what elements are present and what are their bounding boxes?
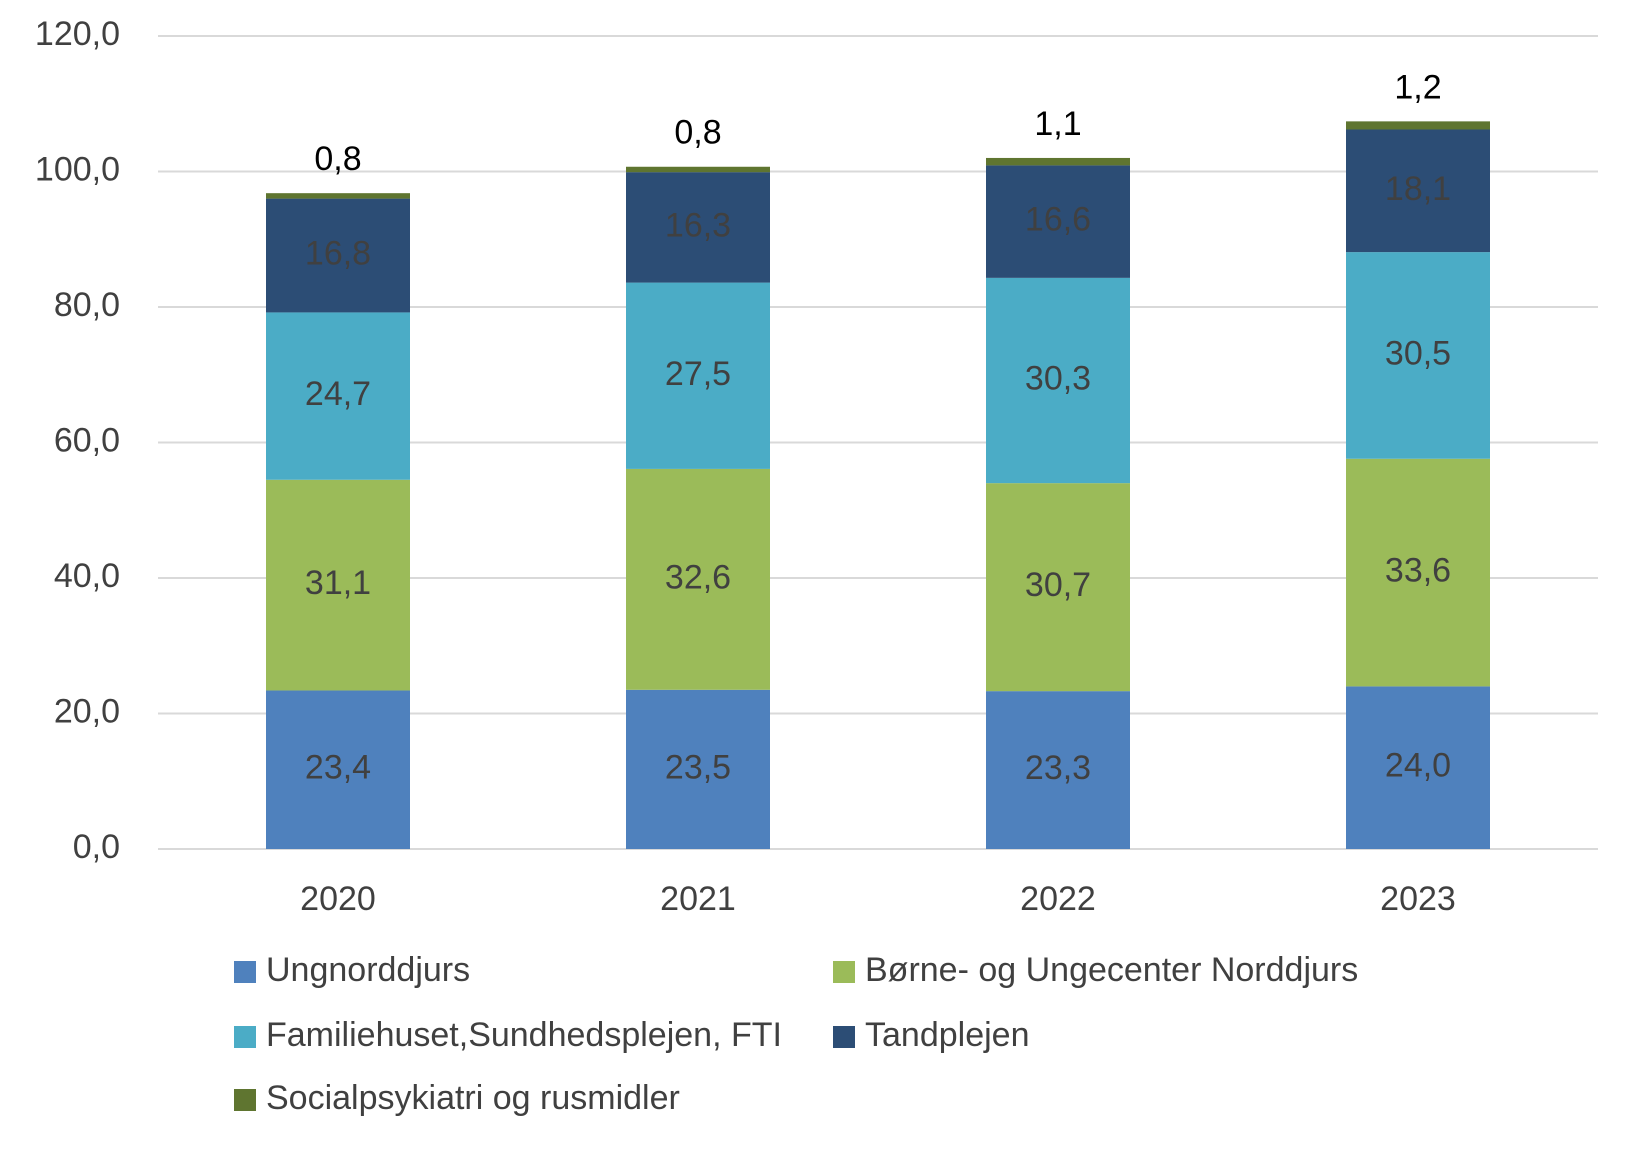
legend-swatch — [234, 961, 256, 983]
data-label: 1,2 — [1394, 68, 1441, 106]
legend-swatch — [833, 961, 855, 983]
data-label: 16,3 — [665, 206, 731, 244]
bar-segment — [626, 282, 770, 469]
data-label: 27,5 — [665, 355, 731, 393]
data-label: 23,3 — [1025, 749, 1091, 787]
legend-label: Socialpsykiatri og rusmidler — [266, 1079, 680, 1117]
bar-segment — [266, 312, 410, 480]
data-label: 23,5 — [665, 748, 731, 786]
y-tick-label: 0,0 — [73, 828, 120, 866]
data-label: 0,8 — [314, 140, 361, 178]
legend-swatch — [833, 1026, 855, 1048]
data-label: 16,8 — [305, 234, 371, 272]
data-label: 0,8 — [674, 114, 721, 152]
bar-segment — [1346, 458, 1490, 687]
bar-segment — [626, 166, 770, 173]
legend-swatch — [234, 1026, 256, 1048]
legend-label: Ungnorddjurs — [266, 951, 470, 989]
data-label: 32,6 — [665, 558, 731, 596]
bar-segment — [266, 479, 410, 691]
bar-segment — [1346, 686, 1490, 849]
x-tick-label: 2021 — [660, 880, 736, 918]
legend-label: Tandplejen — [865, 1016, 1029, 1054]
bar-segment — [986, 157, 1130, 166]
y-tick-label: 40,0 — [54, 557, 120, 595]
bar-segment — [986, 483, 1130, 692]
legend-label: Børne- og Ungecenter Norddjurs — [865, 951, 1358, 989]
bar-segment — [1346, 121, 1490, 130]
bar-segment — [1346, 129, 1490, 253]
bar-segment — [986, 277, 1130, 484]
bar-segment — [1346, 252, 1490, 459]
legend-label: Familiehuset,Sundhedsplejen, FTI — [266, 1016, 782, 1054]
legend-swatch — [234, 1089, 256, 1111]
y-tick-label: 100,0 — [35, 150, 120, 188]
x-tick-label: 2022 — [1020, 880, 1096, 918]
bar-segment — [626, 172, 770, 283]
data-label: 30,3 — [1025, 359, 1091, 397]
data-label: 24,7 — [305, 375, 371, 413]
bar-segment — [266, 198, 410, 313]
data-label: 16,6 — [1025, 201, 1091, 239]
y-tick-label: 60,0 — [54, 421, 120, 459]
bar-segment — [626, 468, 770, 690]
data-label: 24,0 — [1385, 747, 1451, 785]
data-label: 30,7 — [1025, 566, 1091, 604]
y-tick-label: 80,0 — [54, 286, 120, 324]
y-tick-label: 20,0 — [54, 692, 120, 730]
data-label: 1,1 — [1034, 105, 1081, 143]
bar-segment — [266, 690, 410, 849]
data-label: 18,1 — [1385, 170, 1451, 208]
bar-segment — [626, 689, 770, 849]
bar-segment — [266, 193, 410, 199]
bar-segment — [986, 691, 1130, 849]
data-label: 33,6 — [1385, 552, 1451, 590]
data-label: 30,5 — [1385, 334, 1451, 372]
x-tick-label: 2023 — [1380, 880, 1456, 918]
x-tick-label: 2020 — [300, 880, 376, 918]
data-label: 23,4 — [305, 749, 371, 787]
y-tick-label: 120,0 — [35, 15, 120, 53]
bar-segment — [986, 165, 1130, 278]
data-label: 31,1 — [305, 564, 371, 602]
